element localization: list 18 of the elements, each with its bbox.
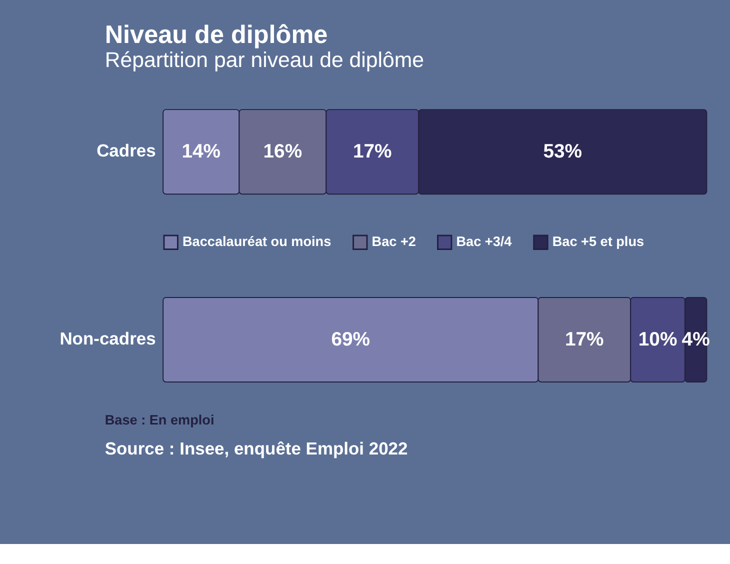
chart-subtitle: Répartition par niveau de diplôme [104,48,424,72]
data-label: 17% [564,328,604,351]
legend-label: Bac +3/4 [456,234,512,250]
legend-label: Baccalauréat ou moins [182,234,332,250]
annotation: Base : En emploi [104,412,214,428]
data-label: 10% [638,328,678,351]
data-label: 69% [331,328,370,351]
data-label: 53% [543,140,582,163]
source-note: Source : Insee, enquête Emploi 2022 [104,438,408,458]
data-label: 4% [682,328,710,351]
data-label: 16% [263,140,302,163]
y-tick-label: Non-cadres [60,328,156,349]
data-label: 14% [182,140,221,163]
legend-label: Bac +2 [372,234,416,250]
data-label: 17% [352,140,392,163]
legend-label: Bac +5 et plus [552,234,644,250]
chart-title: Niveau de diplôme [104,20,328,49]
y-tick-label: Cadres [96,140,156,161]
